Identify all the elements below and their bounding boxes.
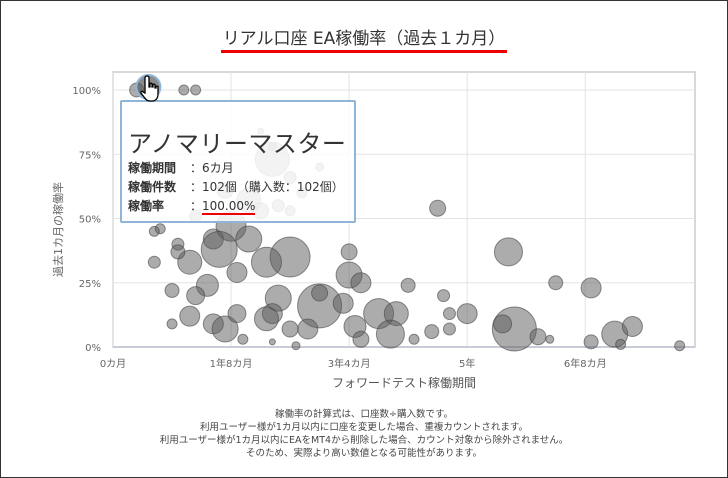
tooltip-ea-name: アノマリーマスター [128,130,347,158]
bubble [332,292,354,314]
bubble [226,261,248,283]
tooltip-row-period: 稼働期間 ：6カ月 [128,161,234,175]
bubble [211,315,239,343]
bubble [375,319,405,349]
note-line: そのため、実際より高い数値となる可能性があります。 [245,448,483,459]
bubble [186,286,206,306]
x-tick-label: 5年 [459,357,475,370]
bubble [190,84,202,96]
bubble [164,282,180,298]
bubble [408,333,420,345]
note-line: 稼働率の計算式は、口座数÷購入数です。 [274,409,453,420]
bubble [615,338,627,350]
bubble [237,333,249,345]
bubble [529,328,547,346]
bubble [281,320,299,338]
x-tick-label: 1年8カ月 [210,357,253,370]
bubble [352,330,370,348]
tooltip: アノマリーマスター 稼働期間 ：6カ月 稼働件数 ：102個（購入数：102個） 稼… [120,100,356,223]
bubble [170,244,186,260]
bubble [493,237,523,267]
bubble [178,84,190,96]
bubble [437,289,451,303]
bubble [583,334,599,350]
bubble [548,275,564,291]
bubble [148,225,160,237]
bubble [429,199,447,217]
bubble [456,303,478,325]
bubble [493,314,513,334]
bubble [621,315,643,337]
tooltip-rate-value: 100.00% [202,199,256,215]
bubble [200,230,238,268]
y-tick-label: 25% [79,279,101,290]
bubble [340,243,358,261]
bubble [253,306,279,332]
bubble [674,340,686,352]
x-tick-label: 6年8カ月 [564,357,607,370]
y-axis-title: 過去1カ月の稼働率 [51,182,65,277]
y-tick-label: 75% [79,150,101,161]
bubble [580,277,602,299]
note-line: 利用ユーザー様が1カ月以内に口座を変更した場合、重複カウントされます。 [200,422,528,433]
notes: 稼働率の計算式は、口座数÷購入数です。 利用ユーザー様が1カ月以内に口座を変更し… [0,408,728,460]
bubble [227,304,247,324]
bubble [147,255,161,269]
bubble [268,338,276,346]
y-tick-label: 50% [79,215,101,226]
x-axis-title: フォワードテスト稼働期間 [332,375,476,390]
bubble [311,284,329,302]
x-tick-label: 0カ月 [100,358,126,370]
tooltip-row-count: 稼働件数 ：102個（購入数：102個） [128,180,344,194]
bubble [350,272,372,294]
bubble [442,322,456,336]
bubble [235,225,263,253]
bubble [166,318,178,330]
bubble [545,334,555,344]
y-tick-label: 0% [85,343,101,354]
bubble [250,246,282,278]
x-tick-label: 3年4カ月 [328,357,371,370]
bubble [400,277,416,293]
hand-pointer-icon [140,75,159,102]
bubble [297,318,319,340]
note-line: 利用ユーザー様が1カ月以内にEAをMT4から削除した場合、カウント対象から除外さ… [159,435,569,446]
bubble [291,341,301,351]
tooltip-row-rate: 稼働率 ：100.00% [128,199,256,215]
chart-title: リアル口座 EA稼働率（過去１カ月） [0,24,728,53]
bubble [442,307,456,321]
bubble [424,324,440,340]
bubble [179,305,201,327]
y-tick-label: 100% [72,86,101,97]
